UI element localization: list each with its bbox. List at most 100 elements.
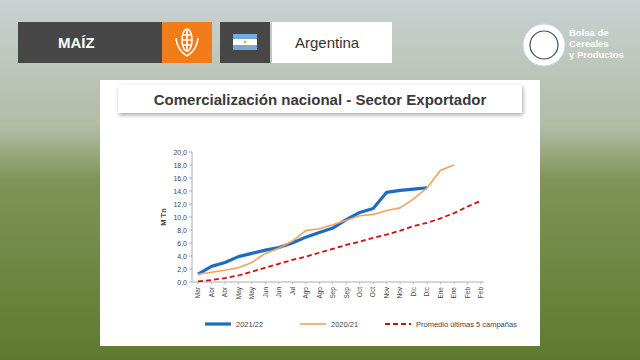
logo-text: Bolsa de xyxy=(569,27,609,38)
y-tick-label: 10,0 xyxy=(173,214,187,221)
x-tick-label: Oct xyxy=(369,287,376,297)
x-tick xyxy=(413,282,414,285)
chart-card xyxy=(100,80,540,346)
x-tick xyxy=(427,282,428,285)
chart-title: Comercialización nacional - Sector Expor… xyxy=(154,91,487,108)
y-tick xyxy=(189,282,192,283)
logo-text: y Productos xyxy=(569,49,624,60)
y-tick xyxy=(189,243,192,244)
x-tick-label: Feb xyxy=(477,287,484,299)
y-tick-label: 2,0 xyxy=(177,266,187,273)
flag-stripe xyxy=(233,39,257,45)
corn-leaves xyxy=(176,38,198,56)
x-tick-label: Nov xyxy=(383,286,390,298)
y-tick-label: 18,0 xyxy=(173,162,187,169)
x-tick-label: Dic xyxy=(410,286,417,296)
x-tick xyxy=(224,282,225,285)
x-tick-label: May xyxy=(235,286,243,299)
x-tick xyxy=(211,282,212,285)
y-axis-label: M Tn xyxy=(159,208,168,226)
title-box xyxy=(118,85,522,113)
series-line xyxy=(198,165,454,274)
x-tick-label: Dic xyxy=(423,286,430,296)
x-tick xyxy=(278,282,279,285)
y-tick xyxy=(189,256,192,257)
y-tick-label: 4,0 xyxy=(177,253,187,260)
logo xyxy=(523,24,565,66)
page: MAÍZ Argentina Bolsa deCerealesy Productos… xyxy=(0,0,640,360)
legend-swatch xyxy=(300,323,326,325)
x-tick-label: Ene xyxy=(437,287,444,299)
y-tick xyxy=(189,230,192,231)
legend-label: 2020/21 xyxy=(331,320,358,329)
x-tick-label: Ago xyxy=(316,287,324,299)
crop-label: MAÍZ xyxy=(58,34,95,51)
corn-grid xyxy=(182,29,192,51)
x-tick xyxy=(251,282,252,285)
flag-sun xyxy=(244,41,247,44)
y-tick xyxy=(189,152,192,153)
x-tick xyxy=(400,282,401,285)
country-box xyxy=(272,22,392,63)
logo-text: Cereales xyxy=(569,38,609,49)
corn-cob xyxy=(182,29,192,51)
y-tick xyxy=(189,269,192,270)
x-tick xyxy=(359,282,360,285)
flag-stripe xyxy=(233,34,257,39)
flag-box xyxy=(220,22,270,63)
x-tick-label: Abr xyxy=(221,286,228,297)
x-tick xyxy=(305,282,306,285)
series-line xyxy=(198,201,481,282)
y-tick-label: 14,0 xyxy=(173,188,187,195)
y-tick xyxy=(189,217,192,218)
y-tick xyxy=(189,191,192,192)
x-tick-label: Jun xyxy=(262,287,269,298)
x-tick xyxy=(319,282,320,285)
y-tick-label: 12,0 xyxy=(173,201,187,208)
y-tick-label: 0,0 xyxy=(177,279,187,286)
x-tick-label: Sep xyxy=(329,287,337,299)
x-tick-label: Oct xyxy=(356,287,363,297)
corn-icon xyxy=(176,29,198,56)
x-tick xyxy=(238,282,239,285)
x-tick xyxy=(346,282,347,285)
plot-area xyxy=(198,165,481,281)
legend-swatch xyxy=(205,322,231,325)
legend-swatch xyxy=(385,323,411,325)
x-tick xyxy=(198,282,199,285)
series-line xyxy=(198,188,427,274)
y-tick-label: 6,0 xyxy=(177,240,187,247)
x-tick-label: Abr xyxy=(208,286,215,297)
country-label: Argentina xyxy=(295,34,360,51)
x-tick-label: Nov xyxy=(396,286,403,298)
x-tick-label: Ago xyxy=(302,287,310,299)
x-tick xyxy=(481,282,482,285)
background xyxy=(0,0,640,360)
legend-label: 2021/22 xyxy=(236,320,263,329)
x-tick-label: Feb xyxy=(464,287,471,299)
x-tick xyxy=(332,282,333,285)
x-tick xyxy=(467,282,468,285)
x-tick-label: Jul xyxy=(289,286,296,295)
x-tick xyxy=(292,282,293,285)
crop-icon-box xyxy=(162,22,212,63)
x-axis xyxy=(192,282,484,283)
x-tick xyxy=(440,282,441,285)
y-tick xyxy=(189,204,192,205)
flag-stripe xyxy=(233,45,257,50)
crop-box xyxy=(18,22,162,63)
x-tick-label: Jun xyxy=(275,287,282,298)
y-tick-label: 8,0 xyxy=(177,227,187,234)
y-tick-label: 16,0 xyxy=(173,175,187,182)
x-tick-label: Sep xyxy=(343,287,351,299)
x-tick-label: May xyxy=(248,286,256,299)
x-tick xyxy=(373,282,374,285)
y-tick xyxy=(189,165,192,166)
x-tick xyxy=(265,282,266,285)
logo-ring xyxy=(530,31,558,59)
x-tick xyxy=(386,282,387,285)
x-tick-label: Ene xyxy=(450,287,457,299)
y-tick xyxy=(189,178,192,179)
x-tick-label: Mar xyxy=(194,286,201,298)
y-tick-label: 20,0 xyxy=(173,149,187,156)
